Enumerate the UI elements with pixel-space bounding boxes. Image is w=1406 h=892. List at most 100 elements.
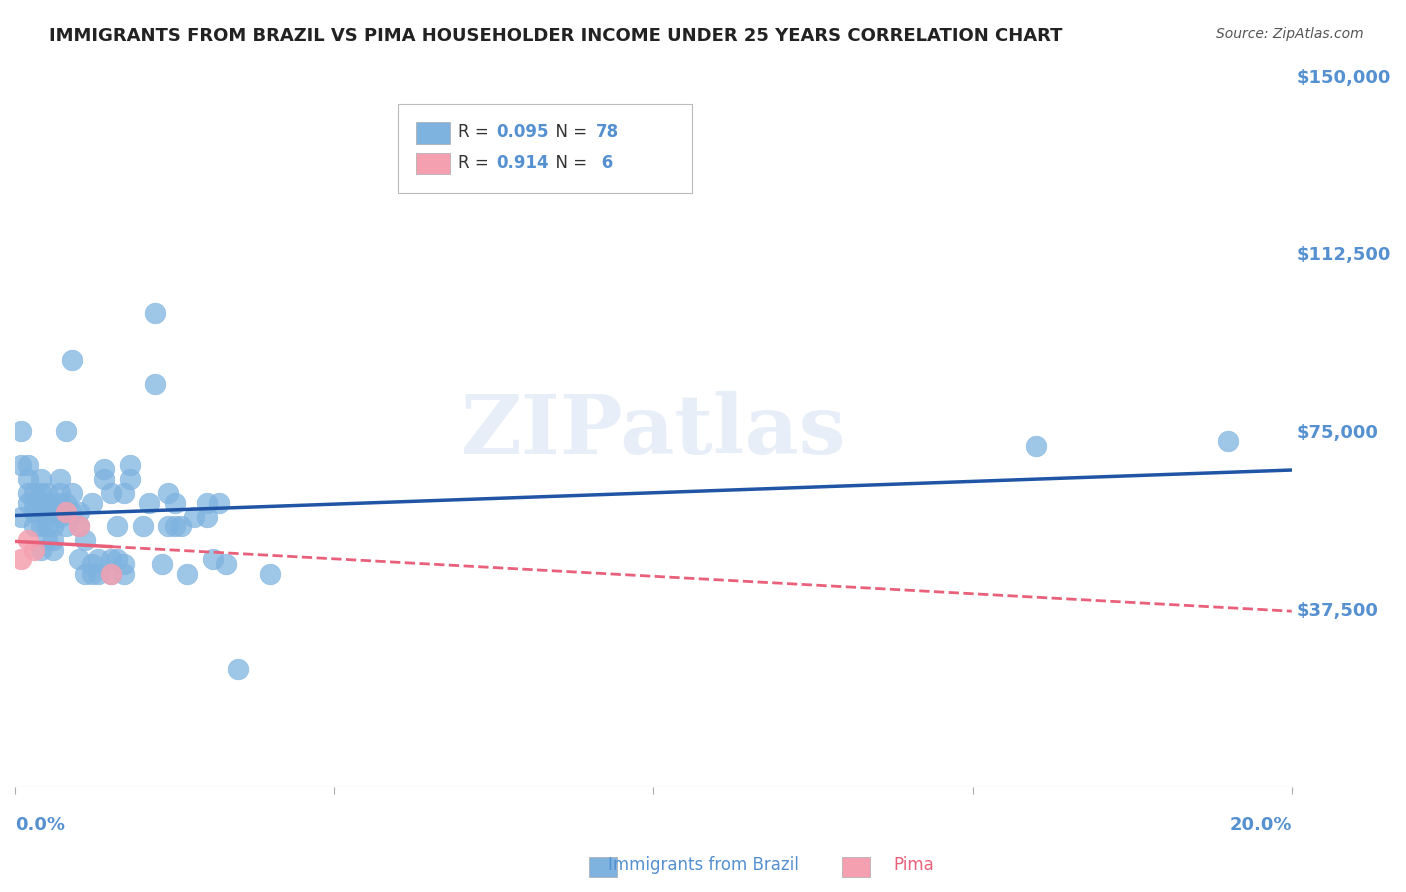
- Text: Pima: Pima: [894, 856, 934, 874]
- Point: [105, 519, 128, 533]
- Point: [215, 558, 238, 572]
- Point: [35, 505, 58, 519]
- Point: [17, 533, 39, 548]
- Point: [145, 376, 167, 391]
- Point: [30, 519, 52, 533]
- Point: [55, 505, 77, 519]
- Point: [1216, 434, 1239, 448]
- Text: 0.095: 0.095: [496, 123, 548, 142]
- Point: [48, 486, 70, 500]
- Point: [112, 558, 135, 572]
- Text: R =: R =: [458, 123, 494, 142]
- Point: [93, 472, 115, 486]
- Text: Immigrants from Brazil: Immigrants from Brazil: [607, 856, 799, 874]
- Point: [55, 425, 77, 439]
- Text: R =: R =: [458, 154, 494, 172]
- Point: [100, 566, 122, 581]
- Point: [100, 486, 122, 500]
- Point: [48, 509, 70, 524]
- Point: [22, 543, 45, 558]
- Point: [48, 495, 70, 509]
- Point: [87, 566, 110, 581]
- Text: 6: 6: [596, 154, 613, 172]
- Point: [10, 425, 32, 439]
- Point: [67, 552, 90, 566]
- Point: [55, 519, 77, 533]
- Text: N =: N =: [546, 123, 592, 142]
- Point: [10, 509, 32, 524]
- Point: [75, 566, 97, 581]
- Point: [22, 486, 45, 500]
- Point: [30, 495, 52, 509]
- Text: 0.0%: 0.0%: [15, 816, 65, 834]
- Point: [138, 495, 160, 509]
- Point: [22, 505, 45, 519]
- FancyBboxPatch shape: [398, 104, 692, 193]
- Point: [67, 505, 90, 519]
- Point: [183, 509, 205, 524]
- Point: [30, 543, 52, 558]
- Point: [112, 566, 135, 581]
- Point: [35, 495, 58, 509]
- Point: [163, 519, 186, 533]
- Point: [10, 552, 32, 566]
- Point: [80, 495, 103, 509]
- Point: [10, 458, 32, 472]
- Text: ZIPatlas: ZIPatlas: [461, 392, 846, 471]
- Point: [35, 519, 58, 533]
- Text: Source: ZipAtlas.com: Source: ZipAtlas.com: [1216, 27, 1364, 41]
- Point: [48, 472, 70, 486]
- Point: [80, 558, 103, 572]
- Text: 78: 78: [596, 123, 619, 142]
- Text: IMMIGRANTS FROM BRAZIL VS PIMA HOUSEHOLDER INCOME UNDER 25 YEARS CORRELATION CHA: IMMIGRANTS FROM BRAZIL VS PIMA HOUSEHOLD…: [49, 27, 1063, 45]
- Point: [17, 458, 39, 472]
- Point: [42, 533, 65, 548]
- Point: [35, 533, 58, 548]
- Point: [100, 566, 122, 581]
- Point: [67, 519, 90, 533]
- Point: [30, 472, 52, 486]
- Point: [259, 566, 281, 581]
- Text: N =: N =: [546, 154, 592, 172]
- Point: [55, 495, 77, 509]
- Point: [42, 543, 65, 558]
- Text: 0.914: 0.914: [496, 154, 548, 172]
- Point: [112, 486, 135, 500]
- Text: 20.0%: 20.0%: [1229, 816, 1292, 834]
- Point: [42, 519, 65, 533]
- Point: [93, 462, 115, 476]
- Point: [17, 495, 39, 509]
- Point: [62, 486, 84, 500]
- FancyBboxPatch shape: [416, 122, 450, 144]
- Point: [22, 519, 45, 533]
- Point: [228, 662, 250, 676]
- Point: [195, 495, 218, 509]
- Point: [176, 566, 198, 581]
- Point: [201, 552, 224, 566]
- Point: [1025, 439, 1047, 453]
- Point: [131, 519, 153, 533]
- Point: [208, 495, 231, 509]
- Point: [22, 495, 45, 509]
- Point: [195, 509, 218, 524]
- Point: [145, 306, 167, 320]
- Point: [67, 519, 90, 533]
- Point: [157, 486, 180, 500]
- Point: [17, 486, 39, 500]
- Point: [118, 472, 141, 486]
- Point: [170, 519, 193, 533]
- Point: [62, 505, 84, 519]
- Point: [17, 472, 39, 486]
- Point: [150, 558, 173, 572]
- Point: [62, 353, 84, 368]
- FancyBboxPatch shape: [416, 153, 450, 175]
- Point: [157, 519, 180, 533]
- Point: [80, 566, 103, 581]
- Point: [105, 552, 128, 566]
- Point: [42, 505, 65, 519]
- Point: [163, 495, 186, 509]
- Point: [100, 552, 122, 566]
- Point: [75, 533, 97, 548]
- Point: [87, 552, 110, 566]
- Point: [118, 458, 141, 472]
